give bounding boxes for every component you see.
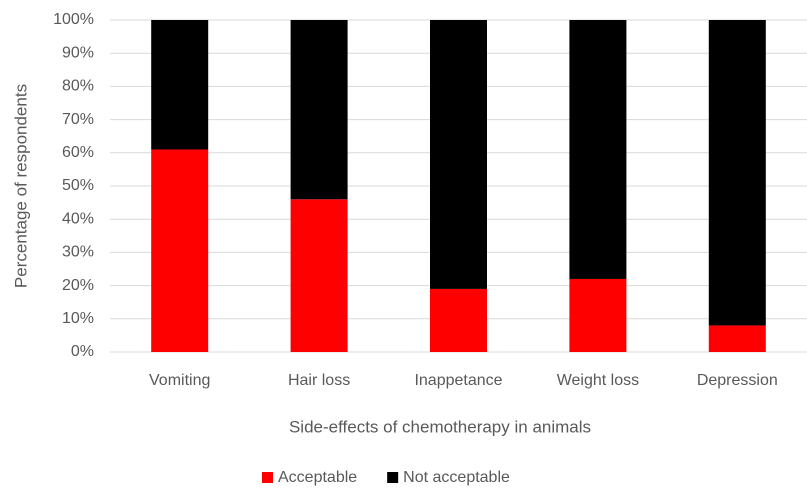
y-tick-label: 80% (62, 78, 94, 95)
x-axis-label: Side-effects of chemotherapy in animals (289, 417, 591, 436)
y-tick-label: 70% (62, 111, 94, 128)
x-tick-label: Inappetance (414, 372, 502, 389)
x-tick-label: Hair loss (288, 372, 350, 389)
bar-segment (290, 199, 348, 352)
y-tick-label: 90% (62, 44, 94, 61)
bar-segment (290, 20, 348, 200)
y-tick-label: 20% (62, 277, 94, 294)
y-tick-label: 60% (62, 144, 94, 161)
y-tick-label: 30% (62, 244, 94, 261)
bar-segment (151, 149, 209, 352)
bar-segment (569, 20, 627, 279)
y-tick-label: 40% (62, 210, 94, 227)
bar-segment (151, 20, 209, 150)
y-tick-label: 50% (62, 177, 94, 194)
x-tick-label: Vomiting (149, 372, 210, 389)
y-tick-label: 10% (62, 310, 94, 327)
bar-segment (708, 20, 766, 326)
x-tick-label: Depression (697, 372, 778, 389)
legend-label: Not acceptable (403, 469, 510, 486)
bar-segment (430, 288, 487, 352)
legend-swatch (262, 472, 273, 483)
bar-segment (569, 278, 627, 352)
bar-segment (430, 20, 487, 289)
y-tick-label: 100% (53, 11, 94, 28)
legend-label: Acceptable (278, 469, 357, 486)
x-tick-label: Weight loss (557, 372, 639, 389)
y-tick-label: 0% (71, 343, 94, 360)
bar-segment (708, 325, 766, 352)
y-axis-label: Percentage of respondents (11, 84, 30, 288)
legend-swatch (387, 472, 399, 483)
